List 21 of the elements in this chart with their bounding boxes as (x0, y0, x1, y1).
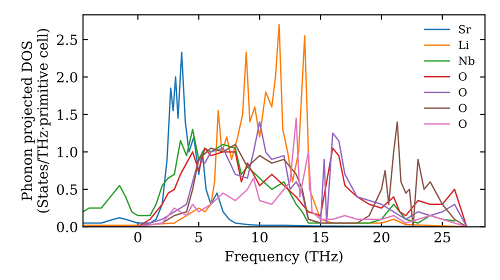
y-tick-label: 0.0 (56, 222, 78, 232)
legend-label: Li (458, 40, 469, 50)
y-tick-label: 0.5 (56, 184, 78, 195)
x-tick-label: 25 (434, 232, 450, 242)
legend-label: O (458, 104, 467, 112)
x-tick-label: 5 (195, 232, 202, 242)
x-tick-label: 15 (313, 232, 328, 242)
y-axis-title: Phonon projected DOS (States/THz·primitive cell) (21, 28, 50, 213)
x-tick-label: 0 (134, 232, 142, 242)
x-tick-label: 10 (252, 232, 268, 242)
y-tick-label: 1.0 (58, 146, 78, 158)
x-axis-title: Frequency (THz) (225, 250, 342, 264)
legend-label: O (458, 72, 467, 81)
legend-label: Sr (459, 25, 472, 34)
legend-label: O (458, 120, 467, 128)
legend-label: O (458, 88, 467, 96)
y-tick-label: 2.5 (56, 34, 78, 46)
y-tick-label: 1.5 (58, 109, 78, 120)
legend-label: Nb (458, 56, 474, 65)
x-tick-label: 20 (374, 232, 390, 242)
y-tick-label: 2.0 (56, 72, 78, 82)
